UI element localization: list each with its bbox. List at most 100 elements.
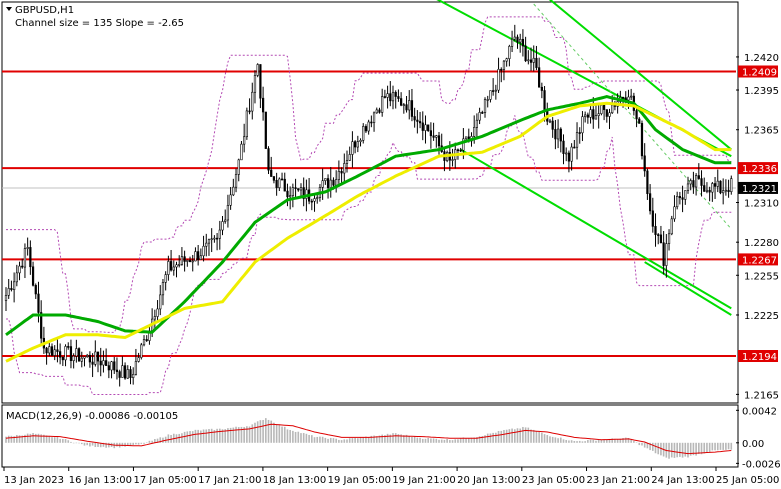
macd-bar: [10, 435, 13, 443]
candle-body: [697, 175, 700, 179]
macd-bar: [692, 442, 695, 456]
candle-body: [686, 183, 690, 191]
candle-body: [280, 178, 284, 181]
candle-body: [689, 180, 692, 185]
candle-body: [500, 68, 503, 71]
candle-body: [424, 124, 427, 131]
candle-body: [662, 242, 665, 266]
macd-bar: [308, 434, 310, 443]
candle-body: [473, 127, 476, 137]
candle-body: [83, 356, 86, 359]
macd-bar: [719, 442, 722, 450]
macd-bar: [183, 431, 186, 443]
candle-body: [107, 365, 110, 371]
macd-bar: [51, 437, 53, 443]
macd-bar: [573, 441, 576, 443]
candle-body: [48, 346, 51, 354]
macd-bar: [275, 424, 278, 443]
macd-bar: [48, 435, 51, 443]
candle-body: [351, 141, 354, 155]
candle-body: [337, 170, 340, 180]
macd-bar: [91, 442, 94, 446]
macd-bar: [59, 438, 61, 443]
macd-bar: [194, 429, 197, 443]
macd-bar: [232, 427, 235, 443]
macd-bar: [570, 440, 573, 443]
macd-bar: [302, 433, 305, 443]
macd-bar: [481, 436, 484, 443]
candle-body: [313, 198, 316, 202]
macd-bar: [124, 442, 126, 447]
level-label: 1.2194: [742, 352, 777, 363]
macd-bar: [432, 438, 435, 443]
macd-bar: [53, 437, 56, 443]
candle-body: [213, 237, 216, 240]
candle-body: [302, 187, 305, 199]
candle-body: [310, 200, 313, 203]
macd-bar: [210, 428, 213, 443]
candle-body: [724, 189, 727, 192]
candle-body: [297, 188, 300, 191]
macd-bar: [135, 442, 137, 445]
macd-bar: [689, 442, 692, 456]
macd-bar: [687, 442, 689, 458]
candle-body: [123, 365, 127, 379]
current-price-box: [738, 181, 778, 194]
candle-body: [218, 229, 221, 239]
candle-body: [156, 308, 159, 317]
candle-body: [188, 260, 192, 263]
candle-body: [554, 129, 557, 140]
macd-bar: [319, 436, 321, 443]
current-price-label: 1.2321: [742, 184, 777, 195]
macd-bar: [24, 434, 26, 443]
price-axis: 1.2420 1.2395 1.2365 1.2310 1.2280 1.2255 1.22…: [736, 53, 779, 401]
candle-body: [575, 132, 579, 148]
macd-bar: [500, 430, 503, 443]
macd-bar: [600, 439, 603, 443]
candle-body: [202, 245, 205, 257]
macd-bar: [167, 434, 170, 443]
candle-body: [378, 109, 381, 113]
candle-body: [694, 175, 698, 188]
macd-bar: [243, 427, 245, 443]
candle-body: [37, 293, 40, 313]
macd-bar: [562, 439, 565, 443]
candle-body: [316, 197, 319, 199]
macd-bar: [105, 442, 107, 448]
candle-body: [638, 118, 641, 124]
macd-bar: [324, 437, 327, 443]
candle-body: [665, 243, 668, 266]
macd-bar: [297, 431, 300, 443]
candle-body: [362, 126, 365, 141]
macd-bar: [408, 435, 411, 443]
macd-bar: [476, 437, 478, 443]
candle-body: [299, 187, 303, 191]
macd-bar: [438, 439, 440, 443]
candle-body: [432, 135, 435, 138]
macd-bar: [605, 439, 608, 443]
candle-body: [592, 109, 595, 120]
candle-body: [510, 38, 514, 47]
candle-body: [243, 136, 246, 145]
macd-bar: [449, 440, 451, 443]
candle-body: [608, 112, 611, 117]
candle-body: [326, 178, 330, 188]
candle-body: [418, 121, 422, 124]
macd-bar: [321, 436, 324, 443]
macd-bar: [154, 439, 156, 443]
price-tick-label: 1.2420: [744, 53, 779, 64]
dropdown-arrow-icon[interactable]: [6, 7, 12, 11]
candle-body: [456, 149, 460, 152]
macd-bar: [327, 438, 329, 443]
macd-bar: [181, 433, 183, 443]
candle-body: [275, 180, 278, 188]
candle-body: [348, 154, 351, 161]
macd-bar: [289, 429, 291, 443]
macd-bar: [394, 433, 397, 443]
macd-bar: [200, 430, 202, 443]
macd-bar: [389, 434, 392, 443]
candle-body: [451, 159, 454, 161]
candle-body: [673, 206, 676, 220]
candle-body: [207, 239, 211, 244]
candle-body: [548, 120, 552, 123]
